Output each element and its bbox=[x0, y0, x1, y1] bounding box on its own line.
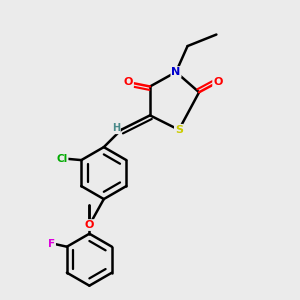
Text: F: F bbox=[48, 239, 55, 249]
Text: S: S bbox=[175, 125, 183, 135]
Text: O: O bbox=[124, 77, 133, 87]
Text: H: H bbox=[112, 123, 120, 133]
Text: O: O bbox=[213, 77, 223, 87]
Text: O: O bbox=[85, 220, 94, 230]
Text: N: N bbox=[171, 67, 181, 77]
Text: Cl: Cl bbox=[56, 154, 68, 164]
